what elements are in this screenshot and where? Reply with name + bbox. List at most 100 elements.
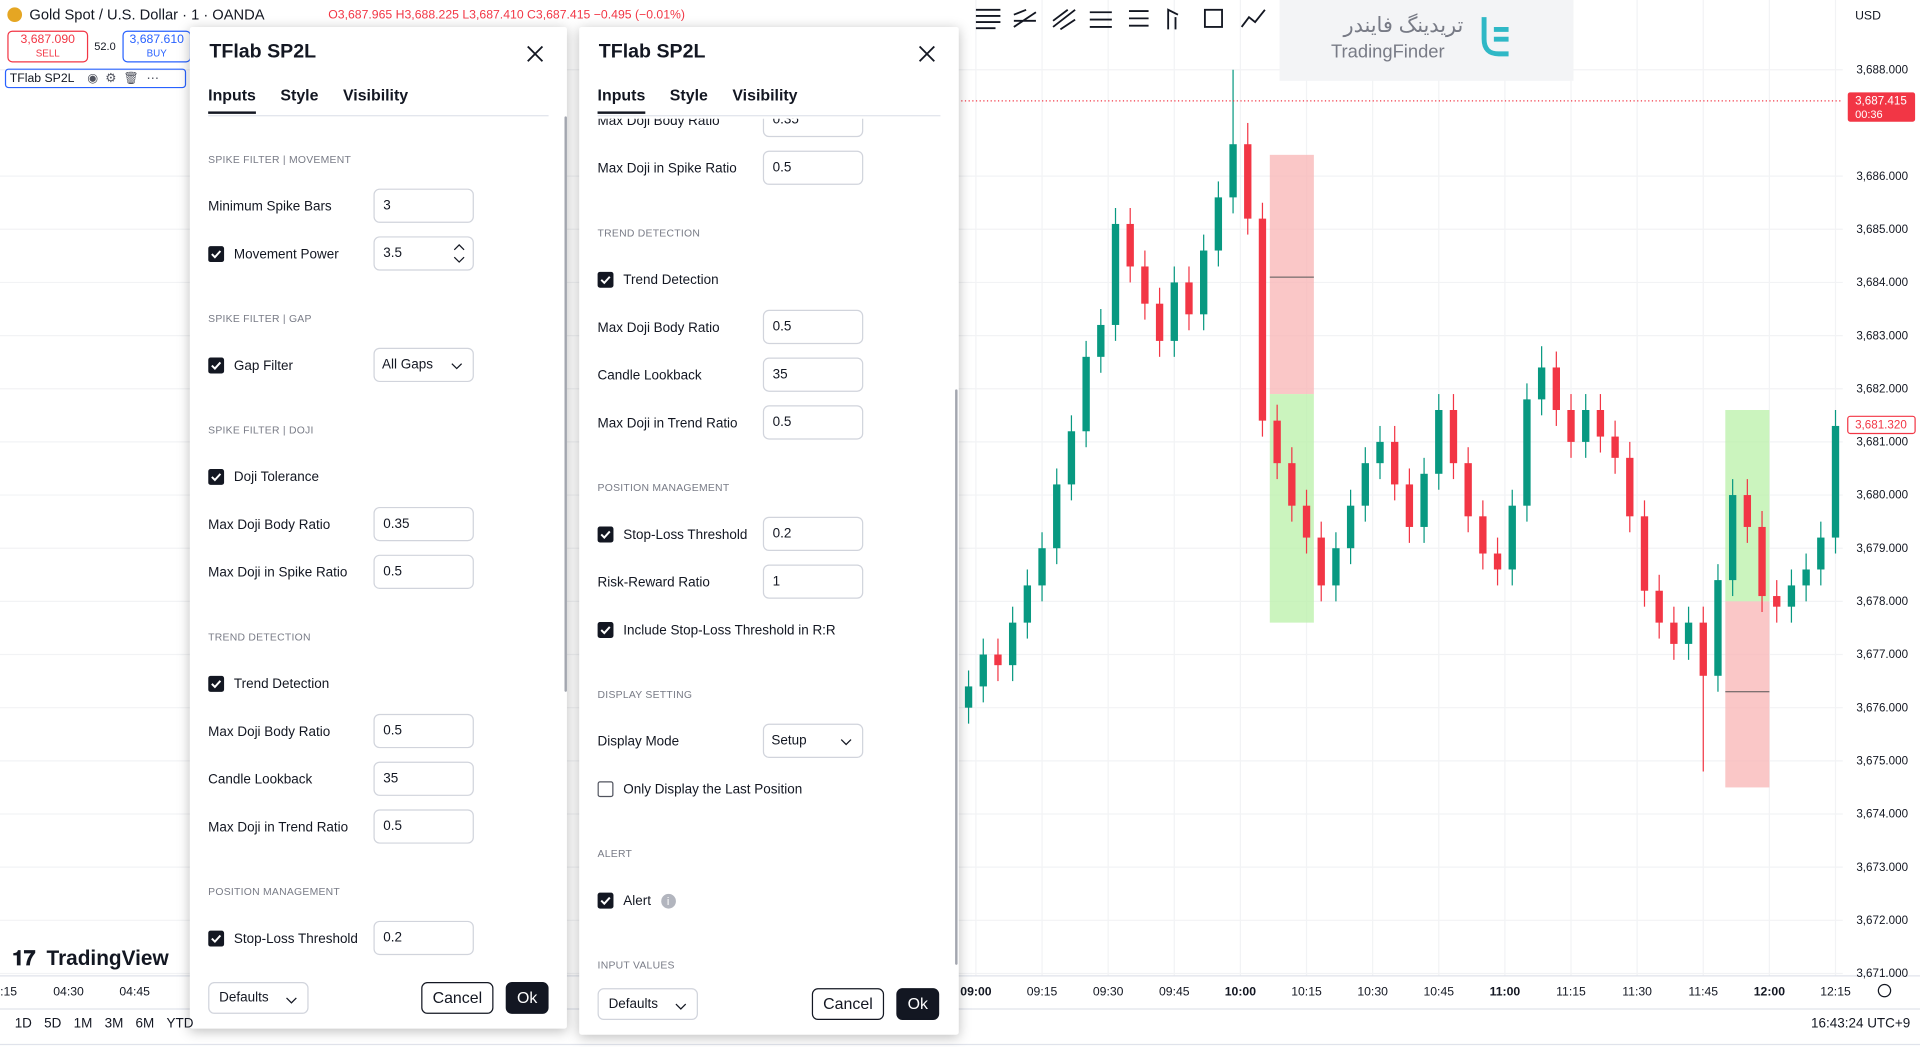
candle-body — [1229, 144, 1237, 198]
scrollbar[interactable] — [955, 389, 958, 965]
watermark-latin: TradingFinder — [1331, 41, 1445, 62]
checkbox[interactable] — [208, 675, 225, 692]
button-label: Defaults — [608, 996, 658, 1012]
close-button[interactable] — [525, 44, 545, 64]
text-input[interactable]: 0.5 — [373, 554, 474, 589]
price-tick-label: 3,680.000 — [1856, 489, 1908, 502]
input-row: Max Doji Body Ratio 0.35 — [208, 501, 555, 549]
checkbox[interactable] — [597, 622, 614, 638]
input-label: Max Doji Body Ratio — [597, 320, 720, 335]
input-label: Max Doji Body Ratio — [208, 517, 331, 533]
text-input[interactable]: 0.35 — [762, 118, 864, 138]
checkbox[interactable] — [208, 357, 225, 374]
section-heading: DISPLAY SETTING — [597, 688, 693, 701]
cancel-button[interactable]: Cancel — [421, 982, 494, 1014]
currency: USD — [1855, 9, 1881, 23]
tab-divider — [208, 115, 549, 117]
input-label: Stop-Loss Threshold — [623, 527, 748, 542]
ok-button[interactable]: Ok — [896, 988, 940, 1021]
text-input[interactable]: 0.5 — [373, 809, 474, 844]
text-input[interactable]: 0.5 — [762, 309, 864, 345]
tab[interactable]: Style — [669, 85, 708, 105]
time-label: 11:30 — [1622, 985, 1652, 999]
checkbox[interactable] — [597, 781, 614, 798]
candle-body — [1479, 516, 1487, 554]
checkbox[interactable] — [208, 246, 225, 263]
tool-icon[interactable] — [1013, 8, 1037, 28]
range-button[interactable]: 5D — [44, 1016, 62, 1032]
defaults-button[interactable]: Defaults — [597, 988, 698, 1021]
chevron — [451, 363, 463, 370]
candle-body — [1684, 622, 1693, 644]
chevron — [840, 739, 852, 746]
range-button[interactable]: 3M — [104, 1016, 124, 1032]
checkbox[interactable] — [208, 468, 225, 485]
inputs-panel: SPIKE FILTER | MOVEMENT Minimum Spike Bar… — [208, 119, 555, 965]
text-input[interactable]: 0.35 — [373, 506, 474, 542]
close-button[interactable] — [917, 44, 937, 64]
text-input[interactable]: 1 — [762, 564, 864, 599]
button-label: Defaults — [219, 990, 269, 1006]
text-input[interactable]: 3.5 — [373, 236, 474, 271]
time-label: 10:45 — [1423, 985, 1454, 999]
tool-icon[interactable] — [1052, 9, 1076, 31]
time-label: 10:00 — [1225, 985, 1256, 999]
select[interactable]: All Gaps — [373, 347, 474, 383]
range-button[interactable]: 1M — [73, 1016, 93, 1032]
tool-icon[interactable] — [1089, 11, 1112, 28]
sell-button[interactable]: 3,687.090 SELL — [7, 30, 89, 63]
range-button[interactable]: 1D — [14, 1016, 32, 1032]
text-input[interactable]: 3 — [373, 188, 474, 223]
spin-arrows[interactable] — [453, 242, 465, 264]
input-row: Doji Tolerance — [208, 453, 555, 501]
tool-icon[interactable] — [1167, 8, 1179, 30]
text-input[interactable]: 0.5 — [762, 405, 864, 440]
defaults-button[interactable]: Defaults — [208, 982, 309, 1014]
checkbox[interactable] — [597, 271, 614, 288]
candle-body — [1023, 585, 1032, 623]
text-input[interactable]: 0.5 — [762, 150, 864, 185]
candle-body — [979, 654, 987, 687]
tab[interactable]: Inputs — [597, 86, 646, 114]
close-icon — [918, 45, 935, 62]
scrollbar[interactable] — [564, 116, 567, 692]
text-input[interactable]: 35 — [762, 357, 864, 392]
tool-icon[interactable] — [1240, 9, 1266, 28]
symbol[interactable]: Gold Spot / U.S. Dollar · 1 · OANDA — [29, 6, 265, 24]
text-input[interactable]: 0.2 — [373, 920, 474, 956]
text-input[interactable]: 0.2 — [762, 516, 864, 552]
select[interactable]: Setup — [762, 723, 864, 758]
position-zone — [1725, 601, 1770, 788]
check-icon — [211, 934, 222, 944]
candle-body — [1170, 282, 1178, 341]
checkbox[interactable] — [597, 892, 614, 909]
tab[interactable]: Style — [280, 85, 319, 105]
tab[interactable]: Visibility — [342, 85, 409, 105]
logo-mark: 𝟏𝟕 — [12, 947, 36, 970]
input-row: Max Doji in Trend Ratio 0.5 — [598, 399, 947, 447]
checkbox[interactable] — [208, 930, 225, 947]
range-button[interactable]: 6M — [135, 1016, 155, 1032]
info-icon[interactable]: i — [660, 893, 676, 908]
indicator-legend[interactable]: TFlab SP2L ◉⚙🗑⋯ — [4, 68, 187, 89]
text-input[interactable]: 35 — [373, 761, 474, 796]
tool-icon[interactable] — [1203, 8, 1223, 28]
dialog-footer: Defaults Cancel Ok — [208, 982, 549, 1014]
range-button[interactable]: YTD — [166, 1016, 194, 1032]
price-tick-label: 3,684.000 — [1856, 276, 1908, 289]
text-input[interactable]: 0.5 — [373, 713, 474, 749]
tool-icon[interactable] — [975, 8, 1001, 30]
price-tick-label: 3,685.000 — [1856, 223, 1908, 236]
candle-body — [1405, 484, 1414, 527]
tab[interactable]: Inputs — [208, 86, 256, 114]
candle-body — [1817, 537, 1825, 570]
buy-button[interactable]: 3,687.610 BUY — [122, 30, 192, 63]
checkbox[interactable] — [597, 526, 614, 543]
cancel-button[interactable]: Cancel — [811, 988, 885, 1021]
tab[interactable]: Visibility — [732, 85, 798, 105]
tool-icon[interactable] — [1128, 10, 1149, 27]
settings-icon[interactable] — [1877, 983, 1892, 998]
indicator-icons[interactable]: ◉⚙🗑⋯ — [87, 72, 167, 86]
ok-button[interactable]: Ok — [505, 982, 549, 1014]
